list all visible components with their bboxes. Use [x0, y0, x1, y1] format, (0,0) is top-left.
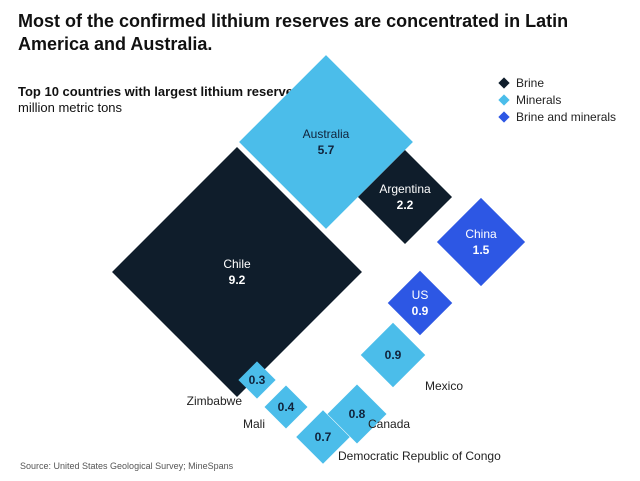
diamond-australia [239, 55, 413, 229]
country-label-canada: Canada [368, 417, 410, 431]
value-label-argentina: 2.2 [397, 198, 414, 212]
value-label-mexico: 0.9 [385, 348, 402, 362]
diamond-democratic-republic-of-congo [296, 410, 350, 464]
country-label-mexico: Mexico [425, 379, 463, 393]
diamond-zimbabwe [238, 361, 276, 399]
source-note: Source: United States Geological Survey;… [20, 461, 234, 471]
legend-item-minerals: Minerals [498, 91, 616, 108]
subtitle-unit: million metric tons [18, 100, 123, 115]
chart-title: Most of the confirmed lithium reserves a… [18, 11, 569, 54]
value-label-australia: 5.7 [318, 143, 335, 157]
country-label-democratic-republic-of-congo: Democratic Republic of Congo [338, 449, 501, 463]
diamond-argentina [357, 149, 453, 245]
value-label-zimbabwe: 0.3 [249, 373, 266, 387]
legend-item-brine: Brine [498, 74, 616, 91]
subtitle-bold: Top 10 countries with largest lithium re… [18, 84, 304, 99]
country-label-australia: Australia [303, 127, 350, 141]
diamond-canada [327, 384, 387, 444]
diamond-us [387, 270, 453, 336]
value-label-us: 0.9 [412, 304, 429, 318]
country-label-china: China [465, 227, 497, 241]
value-label-china: 1.5 [473, 243, 490, 257]
value-label-canada: 0.8 [349, 407, 366, 421]
diamond-mexico [360, 322, 426, 388]
chart-subtitle: Top 10 countries with largest lithium re… [18, 84, 304, 116]
value-label-chile: 9.2 [229, 273, 246, 287]
diamond-chile [112, 147, 362, 397]
diamond-mali [264, 385, 308, 429]
value-label-democratic-republic-of-congo: 0.7 [315, 430, 332, 444]
legend-item-brine-and-minerals: Brine and minerals [498, 108, 616, 125]
value-label-mali: 0.4 [278, 400, 295, 414]
legend: Brine Minerals Brine and minerals [498, 74, 616, 125]
country-label-chile: Chile [223, 257, 251, 271]
country-label-argentina: Argentina [379, 182, 431, 196]
country-label-us: US [412, 288, 429, 302]
diamond-china [436, 197, 526, 287]
country-label-mali: Mali [243, 417, 265, 431]
country-label-zimbabwe: Zimbabwe [187, 394, 243, 408]
